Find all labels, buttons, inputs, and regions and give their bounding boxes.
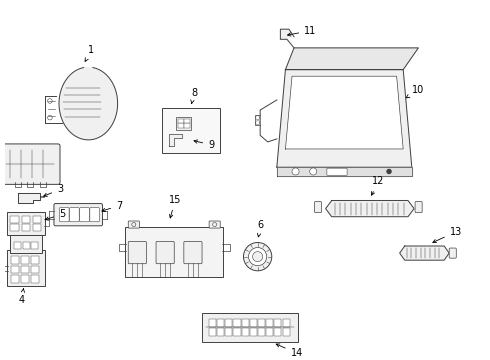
FancyBboxPatch shape	[202, 313, 298, 342]
FancyBboxPatch shape	[225, 328, 232, 337]
Text: 3: 3	[44, 184, 63, 196]
FancyBboxPatch shape	[209, 221, 220, 228]
Circle shape	[248, 248, 267, 266]
FancyBboxPatch shape	[80, 208, 89, 222]
FancyBboxPatch shape	[7, 250, 45, 287]
FancyBboxPatch shape	[54, 203, 102, 226]
FancyBboxPatch shape	[11, 275, 19, 283]
FancyBboxPatch shape	[176, 117, 192, 130]
FancyBboxPatch shape	[90, 208, 99, 222]
FancyBboxPatch shape	[327, 168, 347, 175]
FancyBboxPatch shape	[162, 108, 220, 153]
Polygon shape	[286, 48, 418, 69]
FancyBboxPatch shape	[217, 328, 224, 337]
FancyBboxPatch shape	[33, 224, 41, 231]
Polygon shape	[169, 134, 182, 146]
FancyBboxPatch shape	[10, 235, 42, 253]
Text: 12: 12	[371, 176, 385, 195]
FancyBboxPatch shape	[250, 328, 257, 337]
FancyBboxPatch shape	[217, 319, 224, 327]
FancyBboxPatch shape	[315, 202, 321, 213]
Text: 2: 2	[0, 359, 1, 360]
FancyBboxPatch shape	[21, 266, 29, 273]
FancyBboxPatch shape	[0, 144, 60, 184]
FancyBboxPatch shape	[283, 319, 290, 327]
Text: 15: 15	[169, 195, 182, 218]
FancyBboxPatch shape	[184, 242, 202, 264]
FancyBboxPatch shape	[225, 319, 232, 327]
FancyBboxPatch shape	[274, 319, 281, 327]
Text: 1: 1	[85, 45, 95, 61]
Text: 8: 8	[191, 88, 197, 104]
FancyBboxPatch shape	[209, 319, 216, 327]
FancyBboxPatch shape	[209, 328, 216, 337]
Polygon shape	[277, 69, 412, 167]
FancyBboxPatch shape	[22, 224, 30, 231]
FancyBboxPatch shape	[23, 243, 30, 249]
FancyBboxPatch shape	[10, 224, 19, 231]
FancyBboxPatch shape	[128, 221, 139, 228]
Text: 4: 4	[19, 289, 25, 305]
FancyBboxPatch shape	[31, 256, 39, 264]
FancyBboxPatch shape	[184, 119, 190, 123]
FancyBboxPatch shape	[21, 256, 29, 264]
FancyBboxPatch shape	[184, 123, 190, 128]
FancyBboxPatch shape	[242, 319, 249, 327]
FancyBboxPatch shape	[415, 202, 422, 213]
FancyBboxPatch shape	[10, 216, 19, 223]
Text: 7: 7	[102, 201, 122, 212]
FancyBboxPatch shape	[233, 328, 241, 337]
FancyBboxPatch shape	[11, 266, 19, 273]
Circle shape	[387, 170, 391, 174]
FancyBboxPatch shape	[125, 226, 223, 276]
Polygon shape	[326, 201, 414, 217]
Text: 5: 5	[46, 209, 65, 220]
FancyBboxPatch shape	[70, 208, 79, 222]
Text: 6: 6	[257, 220, 264, 237]
Text: 14: 14	[276, 344, 303, 358]
Text: 9: 9	[194, 140, 214, 150]
Circle shape	[310, 168, 317, 175]
FancyBboxPatch shape	[128, 242, 147, 264]
FancyBboxPatch shape	[266, 328, 273, 337]
Text: 11: 11	[288, 26, 317, 36]
FancyBboxPatch shape	[178, 119, 184, 123]
Circle shape	[244, 243, 272, 271]
FancyBboxPatch shape	[156, 242, 174, 264]
Text: 10: 10	[406, 85, 424, 98]
FancyBboxPatch shape	[11, 256, 19, 264]
FancyBboxPatch shape	[283, 328, 290, 337]
Circle shape	[252, 252, 263, 262]
Text: 13: 13	[433, 227, 462, 243]
FancyBboxPatch shape	[7, 212, 46, 235]
FancyBboxPatch shape	[22, 216, 30, 223]
FancyBboxPatch shape	[59, 208, 69, 222]
Polygon shape	[280, 29, 289, 39]
FancyBboxPatch shape	[31, 266, 39, 273]
Polygon shape	[18, 193, 40, 203]
FancyBboxPatch shape	[266, 319, 273, 327]
FancyBboxPatch shape	[178, 123, 184, 128]
Circle shape	[292, 168, 299, 175]
Polygon shape	[286, 76, 403, 149]
Polygon shape	[277, 167, 412, 176]
FancyBboxPatch shape	[258, 319, 265, 327]
FancyBboxPatch shape	[274, 328, 281, 337]
FancyBboxPatch shape	[31, 275, 39, 283]
FancyBboxPatch shape	[250, 319, 257, 327]
FancyBboxPatch shape	[449, 248, 456, 258]
FancyBboxPatch shape	[31, 243, 38, 249]
FancyBboxPatch shape	[242, 328, 249, 337]
Polygon shape	[400, 246, 449, 260]
FancyBboxPatch shape	[21, 275, 29, 283]
FancyBboxPatch shape	[258, 328, 265, 337]
FancyBboxPatch shape	[14, 243, 21, 249]
Polygon shape	[59, 68, 118, 140]
FancyBboxPatch shape	[33, 216, 41, 223]
FancyBboxPatch shape	[233, 319, 241, 327]
